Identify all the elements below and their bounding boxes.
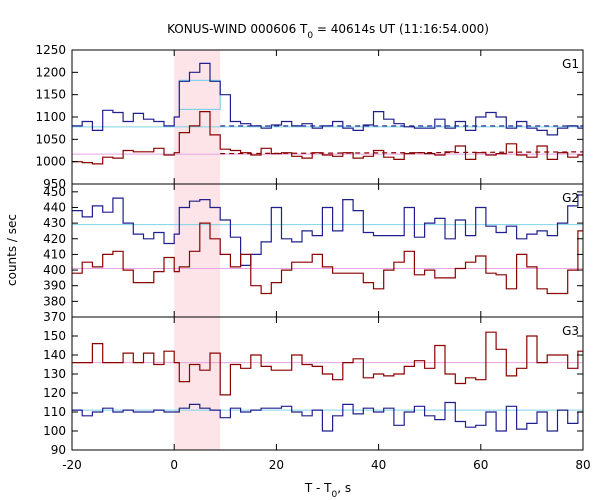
y-tick-label: 440 (43, 200, 66, 214)
series-blue-g3 (72, 401, 583, 432)
y-tick-label: 370 (43, 310, 66, 324)
fit-line-red (220, 151, 584, 155)
x-tick-label: 40 (371, 458, 386, 472)
y-tick-label: 950 (43, 177, 66, 191)
y-tick-label: 100 (43, 424, 66, 438)
panel-g3: 90 100 110 120 130 140 150 G3 (43, 316, 584, 457)
x-tick-label: 80 (575, 458, 590, 472)
panel-label: G1 (562, 57, 579, 71)
x-axis-label: T - T0, s (304, 481, 351, 500)
y-tick-label: 1050 (35, 132, 66, 146)
x-tick-label: 0 (170, 458, 178, 472)
panel-frame (71, 316, 584, 451)
y-tick-label: 130 (43, 367, 66, 381)
plot-layer: 950100010501100115012001250G137038039040… (35, 43, 590, 472)
y-tick-label: 1000 (35, 155, 66, 169)
series-red-g1 (72, 111, 583, 165)
y-tick-label: 1200 (35, 65, 66, 79)
y-tick-label: 410 (43, 247, 66, 261)
panel-frame (71, 183, 584, 318)
panel-g1: 950 1000 1050 1100 1150 1200 1250 G1 (35, 43, 584, 191)
highlight-band (174, 50, 221, 450)
series-blue-g1 (72, 62, 583, 136)
y-tick-label: 120 (43, 386, 66, 400)
series-blue-g2 (72, 194, 583, 266)
y-tick-label: 390 (43, 279, 66, 293)
y-tick-label: 380 (43, 294, 66, 308)
y-tick-label: 450 (43, 185, 66, 199)
series-red-g2 (72, 222, 583, 295)
y-tick-label: 420 (43, 232, 66, 246)
x-tick-label: 60 (473, 458, 488, 472)
x-tick-label: 20 (269, 458, 284, 472)
y-tick-label: 90 (51, 443, 66, 457)
y-axis-label: counts / sec (5, 214, 19, 286)
chart-title: KONUS-WIND 000606 T0 = 40614s UT (11:16:… (167, 22, 489, 41)
y-tick-label: 1100 (35, 110, 66, 124)
y-tick-label: 140 (43, 348, 66, 362)
y-tick-label: 400 (43, 263, 66, 277)
y-tick-label: 150 (43, 329, 66, 343)
y-tick-label: 110 (43, 405, 66, 419)
panel-label: G2 (562, 191, 579, 205)
panel-label: G3 (562, 324, 579, 338)
y-tick-label: 430 (43, 216, 66, 230)
y-tick-label: 1150 (35, 88, 66, 102)
x-tick-label: -20 (62, 458, 82, 472)
series-red-g3 (72, 331, 583, 396)
y-tick-label: 1250 (35, 43, 66, 57)
